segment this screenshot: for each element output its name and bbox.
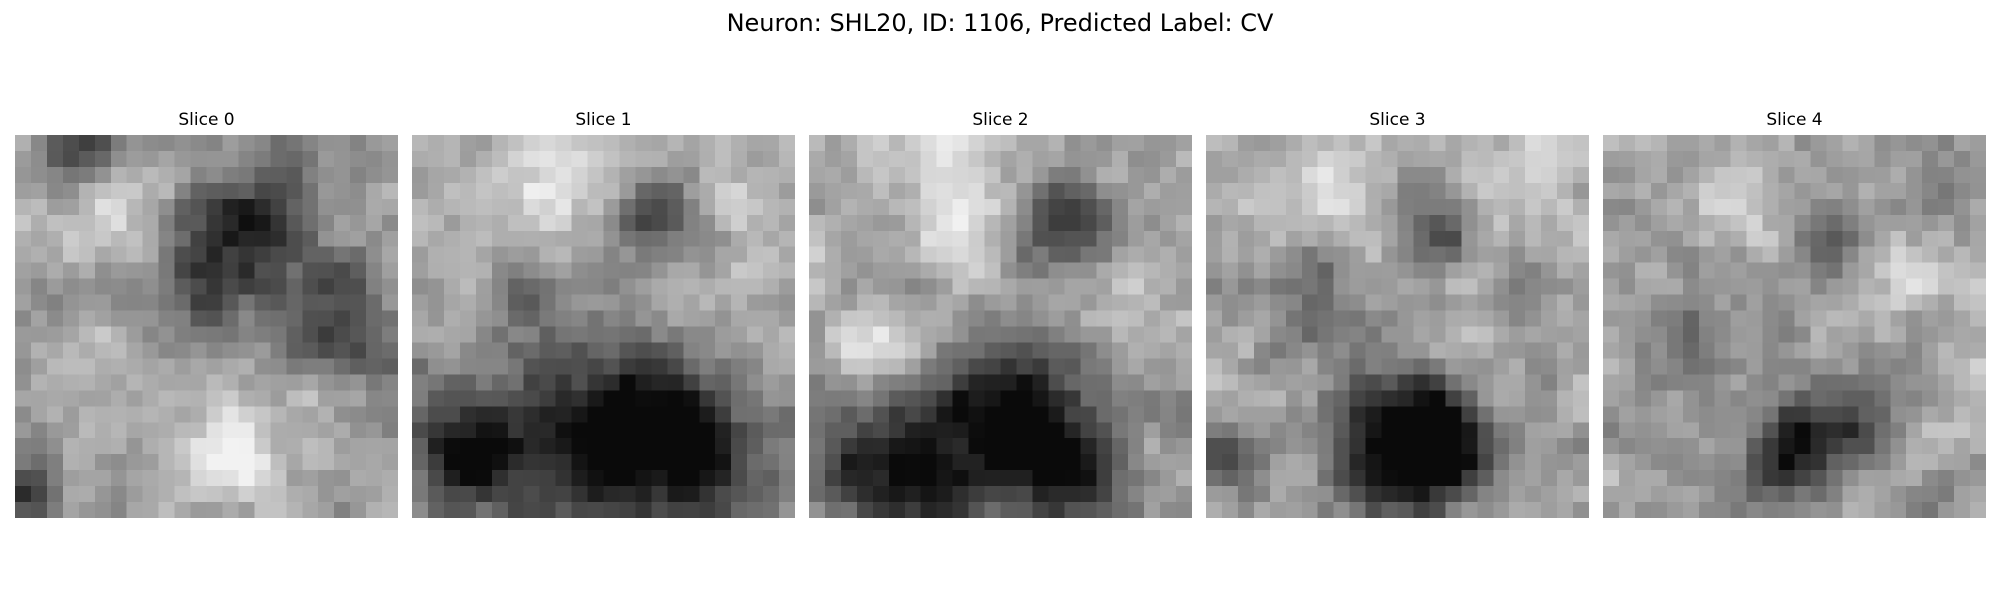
slice-title-0: Slice 0: [178, 110, 235, 130]
slice-image-4: [1603, 135, 1986, 518]
figure-title: Neuron: SHL20, ID: 1106, Predicted Label…: [726, 9, 1274, 37]
slice-panel-3: Slice 3: [1206, 108, 1589, 518]
slice-title-2: Slice 2: [972, 110, 1029, 130]
slice-panel-0: Slice 0: [15, 108, 398, 518]
slice-panel-1: Slice 1: [412, 108, 795, 518]
slice-image-3: [1206, 135, 1589, 518]
slice-image-0: [15, 135, 398, 518]
slice-title-4: Slice 4: [1766, 110, 1823, 130]
slice-title-1: Slice 1: [575, 110, 632, 130]
slice-panel-4: Slice 4: [1603, 108, 1986, 518]
slice-panel-2: Slice 2: [809, 108, 1192, 518]
slice-title-3: Slice 3: [1369, 110, 1426, 130]
slice-image-2: [809, 135, 1192, 518]
slice-image-1: [412, 135, 795, 518]
